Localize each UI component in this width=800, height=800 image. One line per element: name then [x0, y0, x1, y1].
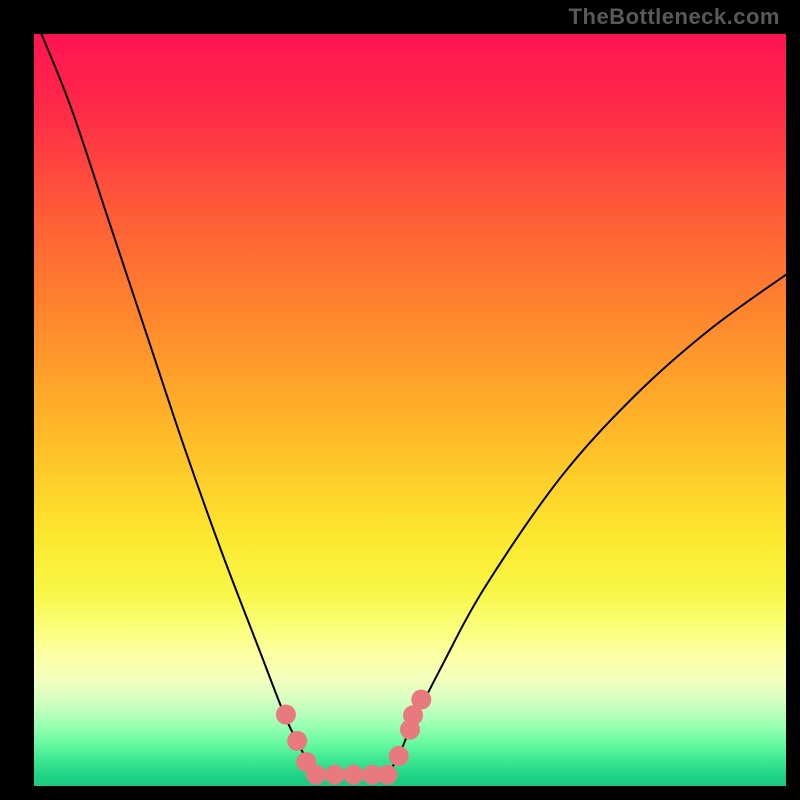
data-marker: [344, 765, 364, 785]
data-marker: [377, 765, 397, 785]
data-marker: [411, 690, 431, 710]
data-marker: [306, 765, 326, 785]
data-marker: [389, 746, 409, 766]
watermark-text: TheBottleneck.com: [569, 4, 780, 30]
data-marker: [325, 765, 345, 785]
data-marker: [287, 731, 307, 751]
plot-area: [34, 34, 786, 786]
data-marker: [276, 705, 296, 725]
curve-overlay: [34, 34, 786, 786]
